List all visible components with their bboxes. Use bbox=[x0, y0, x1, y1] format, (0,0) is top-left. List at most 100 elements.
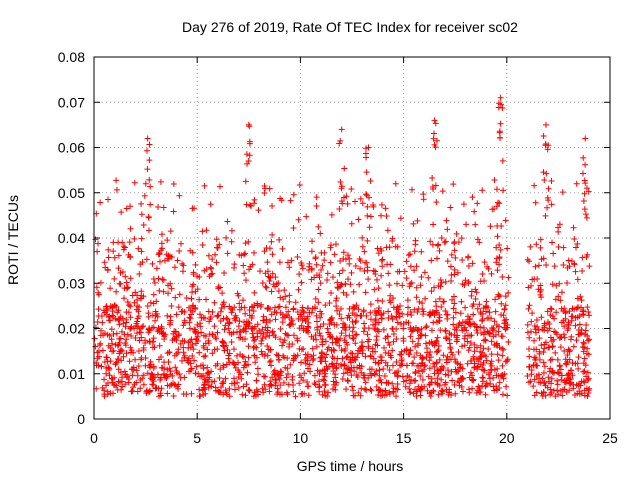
data-point bbox=[393, 393, 400, 400]
data-point bbox=[287, 361, 294, 368]
data-point bbox=[474, 305, 481, 312]
data-point bbox=[277, 382, 284, 389]
data-point bbox=[249, 330, 256, 337]
data-point bbox=[499, 362, 506, 369]
data-point bbox=[212, 251, 219, 258]
data-point bbox=[451, 300, 458, 307]
data-point bbox=[372, 348, 379, 355]
data-point bbox=[340, 249, 347, 256]
data-point bbox=[127, 275, 134, 282]
data-point bbox=[479, 187, 486, 194]
data-point bbox=[485, 345, 492, 352]
data-point bbox=[548, 178, 555, 185]
data-point bbox=[407, 333, 414, 340]
data-point bbox=[290, 305, 297, 312]
data-point bbox=[226, 319, 233, 326]
data-point bbox=[462, 304, 469, 311]
y-tick-label: 0.04 bbox=[58, 230, 85, 246]
data-point bbox=[259, 326, 266, 333]
data-point bbox=[317, 280, 324, 287]
data-point bbox=[282, 364, 289, 371]
data-point bbox=[126, 358, 133, 365]
data-point bbox=[549, 343, 556, 350]
data-point bbox=[436, 247, 443, 254]
data-point bbox=[546, 320, 553, 327]
data-point bbox=[325, 329, 332, 336]
data-point bbox=[570, 343, 577, 350]
data-point bbox=[255, 371, 262, 378]
data-point bbox=[262, 386, 269, 393]
data-point bbox=[178, 240, 185, 247]
data-point bbox=[187, 247, 194, 254]
data-point bbox=[313, 261, 320, 268]
data-point bbox=[386, 244, 393, 251]
data-point bbox=[136, 270, 143, 277]
data-point bbox=[547, 334, 554, 341]
data-point bbox=[433, 338, 440, 345]
data-point bbox=[286, 340, 293, 347]
data-point bbox=[462, 277, 469, 284]
data-point bbox=[537, 282, 544, 289]
data-point bbox=[143, 256, 150, 263]
chart-title: Day 276 of 2019, Rate Of TEC Index for r… bbox=[182, 19, 518, 35]
data-point bbox=[479, 361, 486, 368]
data-point bbox=[209, 256, 216, 263]
data-point bbox=[298, 374, 305, 381]
data-point bbox=[443, 311, 450, 318]
data-point bbox=[579, 268, 586, 275]
data-point bbox=[236, 334, 243, 341]
data-point bbox=[123, 319, 130, 326]
data-point bbox=[363, 387, 370, 394]
data-point bbox=[384, 261, 391, 268]
x-axis-ticks: 0 5 10 15 20 25 bbox=[90, 57, 618, 446]
data-point bbox=[404, 362, 411, 369]
data-point bbox=[268, 288, 275, 295]
data-point bbox=[393, 280, 400, 287]
data-point bbox=[121, 331, 128, 338]
data-point bbox=[180, 262, 187, 269]
data-point bbox=[316, 274, 323, 281]
data-point bbox=[528, 366, 535, 373]
data-point bbox=[411, 306, 418, 313]
data-point bbox=[575, 354, 582, 361]
data-point bbox=[422, 324, 429, 331]
data-point bbox=[571, 260, 578, 267]
data-point bbox=[213, 335, 220, 342]
data-point bbox=[327, 289, 334, 296]
data-point bbox=[144, 147, 151, 154]
data-point bbox=[431, 363, 438, 370]
data-point bbox=[290, 382, 297, 389]
data-point bbox=[121, 295, 128, 302]
data-point bbox=[361, 248, 368, 255]
data-point bbox=[161, 335, 168, 342]
data-point bbox=[459, 365, 466, 372]
data-point bbox=[477, 353, 484, 360]
data-point bbox=[540, 359, 547, 366]
data-point bbox=[122, 381, 129, 388]
data-point bbox=[172, 294, 179, 301]
data-point bbox=[101, 330, 108, 337]
data-point bbox=[145, 313, 152, 320]
data-point bbox=[439, 188, 446, 195]
data-point bbox=[116, 350, 123, 357]
data-point bbox=[377, 387, 384, 394]
data-point bbox=[336, 206, 343, 213]
data-point bbox=[166, 365, 173, 372]
data-point bbox=[554, 387, 561, 394]
data-point bbox=[323, 351, 330, 358]
data-point bbox=[235, 359, 242, 366]
data-point bbox=[403, 275, 410, 282]
data-point bbox=[534, 362, 541, 369]
data-point bbox=[548, 338, 555, 345]
data-point bbox=[127, 303, 134, 310]
data-point bbox=[255, 207, 262, 214]
data-point bbox=[320, 321, 327, 328]
data-point bbox=[350, 392, 357, 399]
data-point bbox=[231, 264, 238, 271]
data-point bbox=[173, 311, 180, 318]
data-point bbox=[279, 245, 286, 252]
data-point bbox=[133, 330, 140, 337]
data-point bbox=[272, 376, 279, 383]
data-point bbox=[129, 366, 136, 373]
data-point bbox=[308, 309, 315, 316]
